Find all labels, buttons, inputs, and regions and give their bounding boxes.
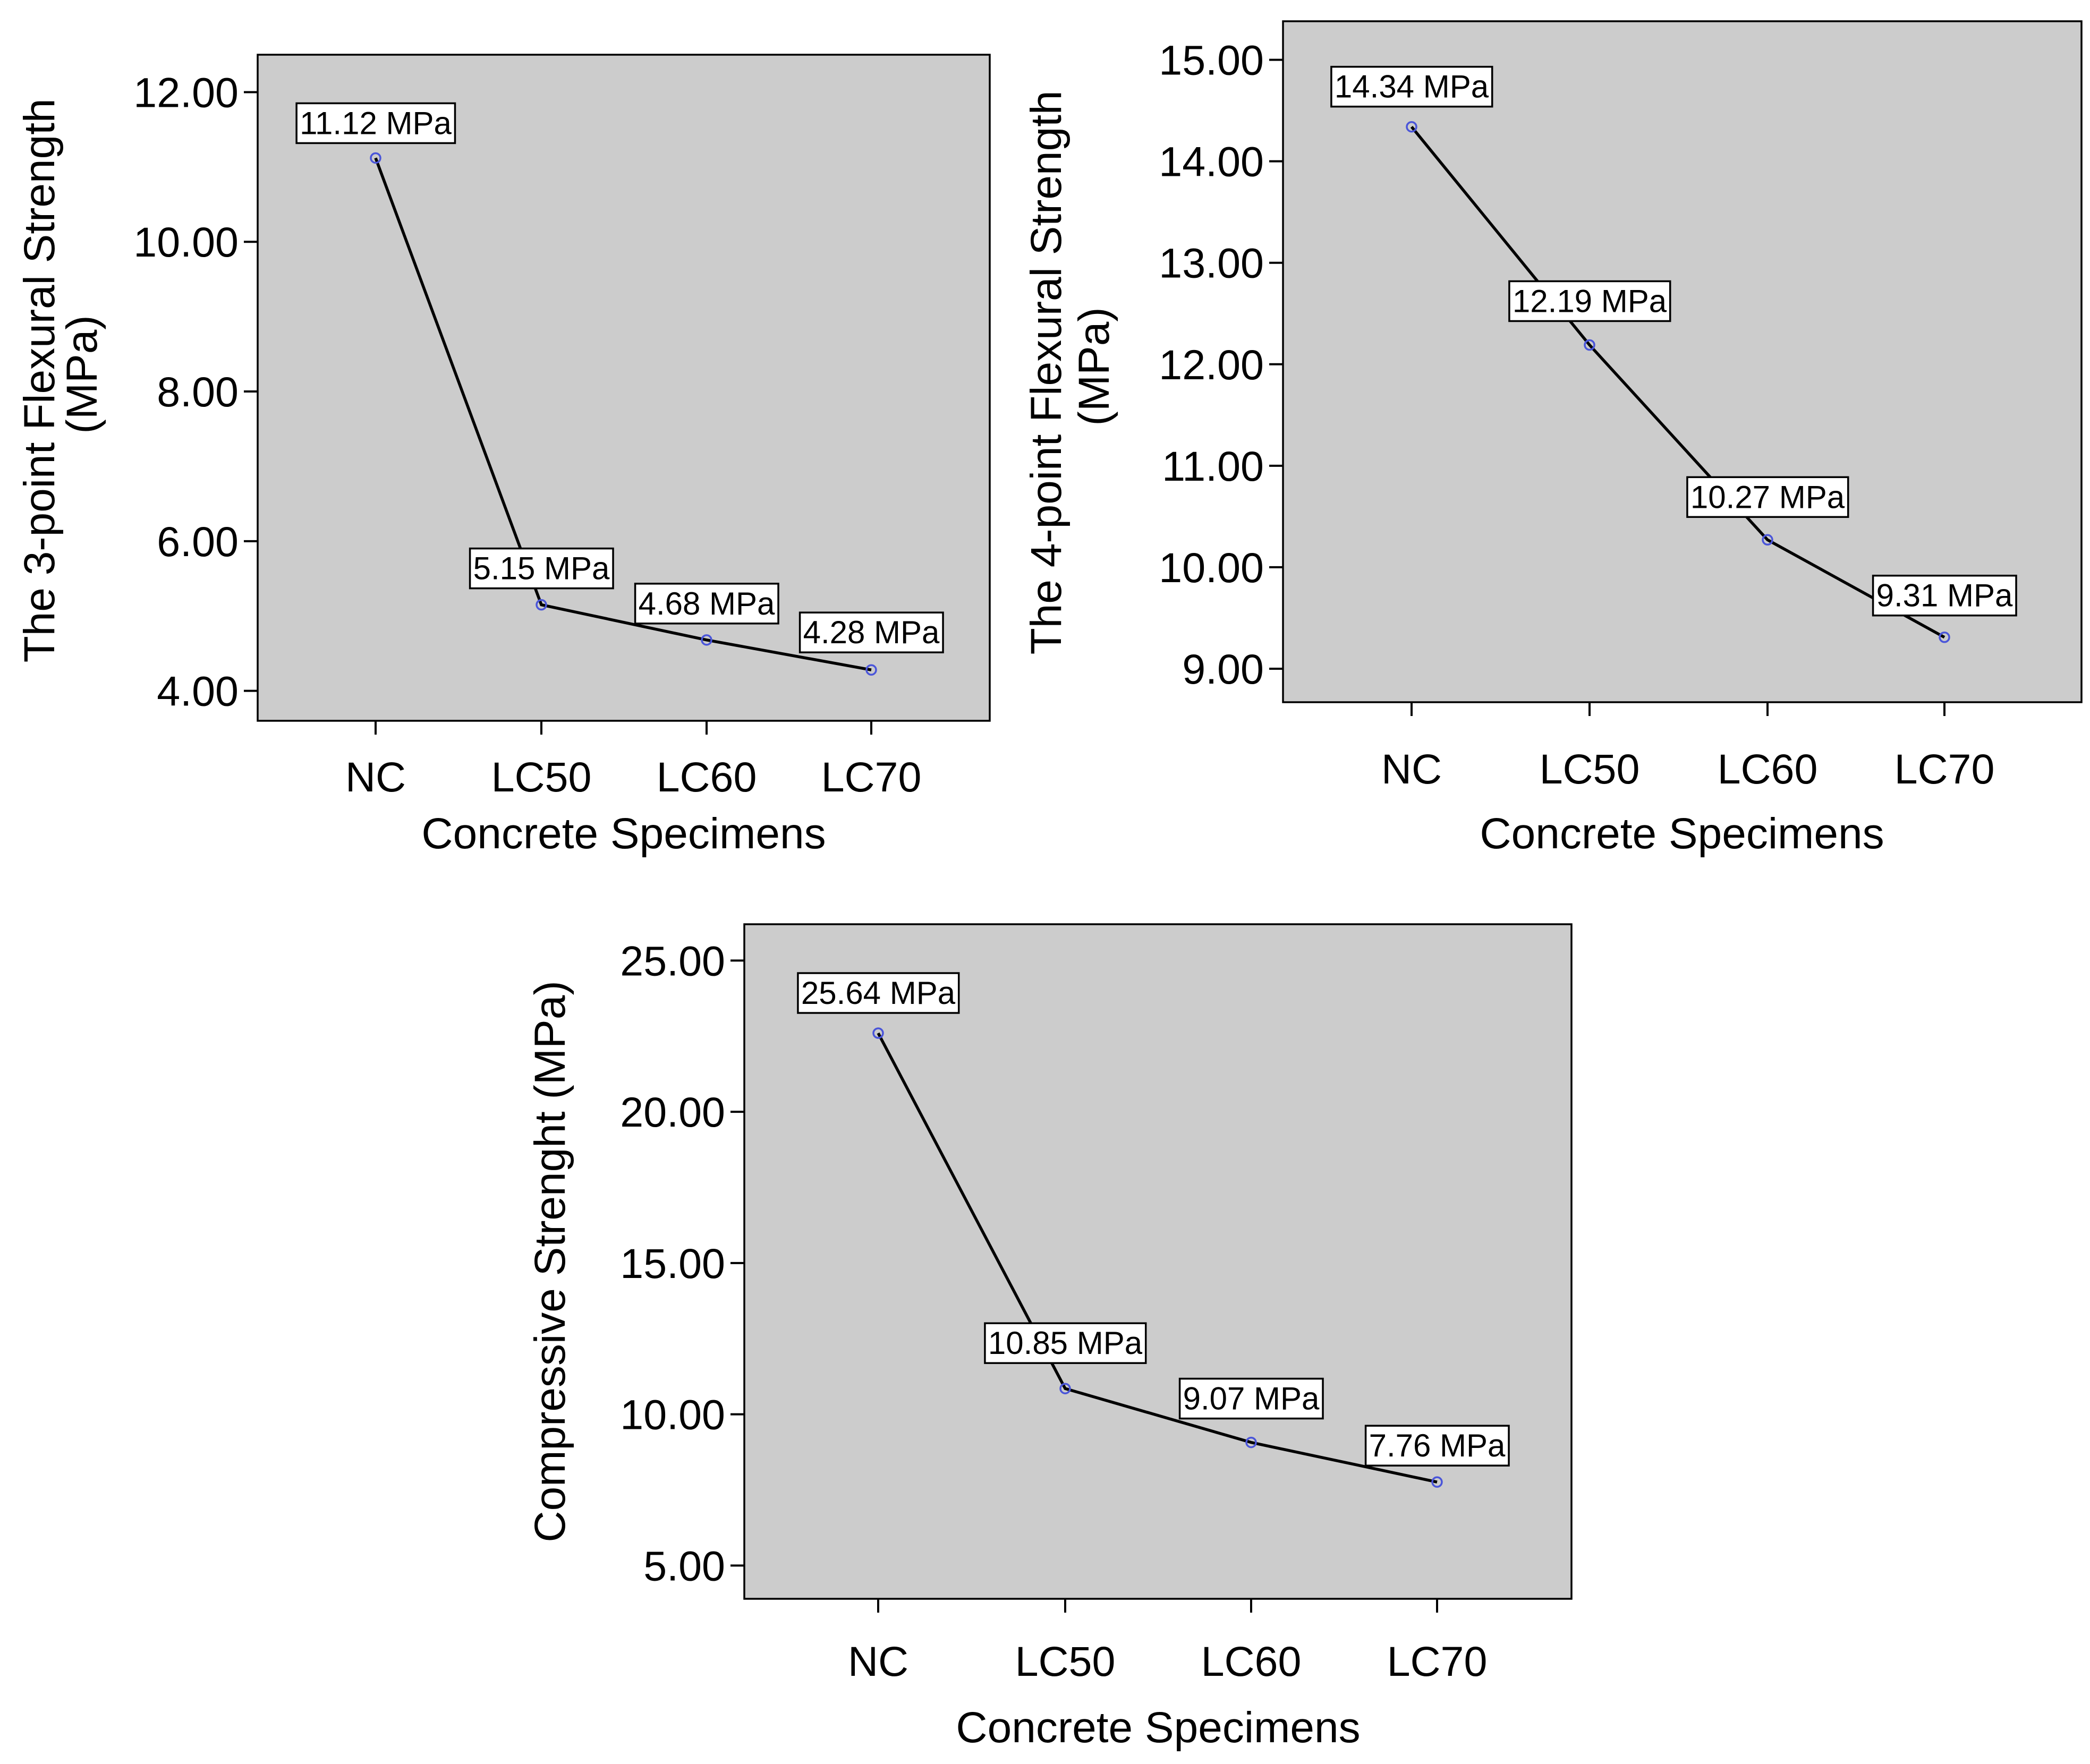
data-point xyxy=(1245,1436,1257,1448)
chart-compressive: 5.00 10.00 15.00 20.00 25.00 NC LC50 LC60 LC70 2… xyxy=(526,923,1573,1752)
data-point xyxy=(1762,534,1773,546)
data-label-text: 10.27 MPa xyxy=(1690,479,1845,515)
x-tick-label: NC xyxy=(1381,745,1442,792)
data-label-box xyxy=(1364,1425,1510,1467)
data-label-box xyxy=(798,611,944,653)
y-tick-label: 13.00 xyxy=(1159,240,1264,287)
data-label-box xyxy=(1330,65,1493,108)
x-axis-title: Concrete Specimens xyxy=(956,1703,1360,1752)
data-label-text: 9.07 MPa xyxy=(1183,1381,1320,1417)
data-label: 5.15 MPa xyxy=(469,547,614,590)
y-axis-title: Compressive Strenght (MPa) xyxy=(526,981,574,1542)
x-tick-label: LC50 xyxy=(1540,745,1640,792)
y-axis-title-line-2: (MPa) xyxy=(1070,307,1118,425)
y-tick-label: 15.00 xyxy=(1159,37,1264,84)
data-point xyxy=(865,664,877,676)
data-point xyxy=(872,1027,884,1039)
data-label-box xyxy=(1178,1377,1324,1420)
data-label-text: 10.85 MPa xyxy=(988,1325,1143,1361)
data-label: 4.28 MPa xyxy=(798,611,944,653)
y-tick-label: 25.00 xyxy=(620,937,725,984)
data-label-text: 4.28 MPa xyxy=(803,615,940,650)
y-axis-title: The 3-point Flexural Strength (MPa) xyxy=(15,87,106,663)
x-tick-label: LC60 xyxy=(1201,1638,1302,1685)
data-label: 4.68 MPa xyxy=(634,583,779,625)
data-label-text: 4.68 MPa xyxy=(639,586,775,621)
data-point xyxy=(1406,121,1417,133)
x-axis-title: Concrete Specimens xyxy=(1480,809,1884,858)
data-label-text: 11.12 MPa xyxy=(300,105,452,141)
data-label-text: 12.19 MPa xyxy=(1513,283,1667,319)
data-point xyxy=(1059,1383,1071,1394)
data-point xyxy=(1431,1476,1443,1488)
data-label: 7.76 MPa xyxy=(1364,1425,1510,1467)
y-tick-label: 11.00 xyxy=(1162,442,1264,490)
y-tick-label: 6.00 xyxy=(157,518,239,565)
data-point xyxy=(701,634,712,646)
y-tick-label: 10.00 xyxy=(133,218,239,266)
data-label-box xyxy=(1872,574,2017,617)
y-axis-title-line-2: (MPa) xyxy=(58,315,106,433)
series-line xyxy=(374,157,872,671)
y-tick-label: 14.00 xyxy=(1159,138,1264,185)
data-label: 9.31 MPa xyxy=(1872,574,2017,617)
data-label-text: 14.34 MPa xyxy=(1335,69,1489,105)
data-label-box xyxy=(295,102,456,144)
y-tick-label: 8.00 xyxy=(157,368,239,415)
data-label-box xyxy=(634,583,779,625)
y-tick-label: 15.00 xyxy=(620,1240,725,1287)
x-tick-label: NC xyxy=(848,1638,908,1685)
data-label-text: 5.15 MPa xyxy=(473,551,610,586)
y-tick-label: 10.00 xyxy=(620,1391,725,1438)
x-tick-label: LC70 xyxy=(1387,1638,1488,1685)
data-label-text: 25.64 MPa xyxy=(801,975,956,1011)
data-point xyxy=(1584,339,1595,351)
data-label: 25.64 MPa xyxy=(797,972,960,1014)
y-tick-label: 12.00 xyxy=(1159,341,1264,388)
y-axis-title-line-1: The 4-point Flexural Strength xyxy=(1022,90,1071,654)
data-label-text: 7.76 MPa xyxy=(1369,1428,1506,1463)
data-label: 10.85 MPa xyxy=(984,1322,1147,1364)
data-label: 14.34 MPa xyxy=(1330,65,1493,108)
data-label-box xyxy=(797,972,960,1014)
y-tick-label: 9.00 xyxy=(1182,645,1264,693)
data-point xyxy=(370,152,381,164)
y-tick-label: 20.00 xyxy=(620,1088,725,1136)
plot-area xyxy=(743,923,1573,1600)
y-axis-title-line-1: The 3-point Flexural Strength xyxy=(15,98,64,662)
y-tick-label: 12.00 xyxy=(133,69,239,116)
y-tick-label: 5.00 xyxy=(643,1542,725,1589)
y-axis-title-line-1: Compressive Strenght (MPa) xyxy=(526,981,574,1542)
x-axis-title: Concrete Specimens xyxy=(421,809,826,858)
y-tick-label: 10.00 xyxy=(1159,544,1264,591)
series-line xyxy=(877,1032,1438,1484)
y-tick-label: 4.00 xyxy=(157,668,239,715)
data-label-box xyxy=(1508,280,1671,322)
data-label-text: 9.31 MPa xyxy=(1876,578,2013,613)
x-tick-label: LC70 xyxy=(1894,745,1995,792)
chart-4point-flexural: 9.00 10.00 11.00 12.00 13.00 14.00 15.00 NC LC50… xyxy=(1022,20,2083,858)
data-label: 9.07 MPa xyxy=(1178,1377,1324,1420)
x-tick-label: NC xyxy=(345,753,406,800)
x-tick-label: LC50 xyxy=(491,753,592,800)
data-label: 10.27 MPa xyxy=(1686,476,1849,518)
data-point xyxy=(1939,631,1950,643)
x-tick-label: LC50 xyxy=(1015,1638,1116,1685)
x-tick-label: LC60 xyxy=(657,753,757,800)
series-line xyxy=(1410,125,1945,639)
y-axis-title: The 4-point Flexural Strength (MPa) xyxy=(1022,79,1118,655)
chart-3point-flexural: 4.00 6.00 8.00 10.00 12.00 NC LC50 LC60 LC70 11.… xyxy=(15,54,991,858)
data-label: 11.12 MPa xyxy=(295,102,456,144)
data-label-box xyxy=(469,547,614,590)
x-tick-label: LC60 xyxy=(1718,745,1818,792)
data-label: 12.19 MPa xyxy=(1508,280,1671,322)
x-tick-label: LC70 xyxy=(821,753,922,800)
data-point xyxy=(536,599,547,611)
data-label-box xyxy=(984,1322,1147,1364)
data-label-box xyxy=(1686,476,1849,518)
